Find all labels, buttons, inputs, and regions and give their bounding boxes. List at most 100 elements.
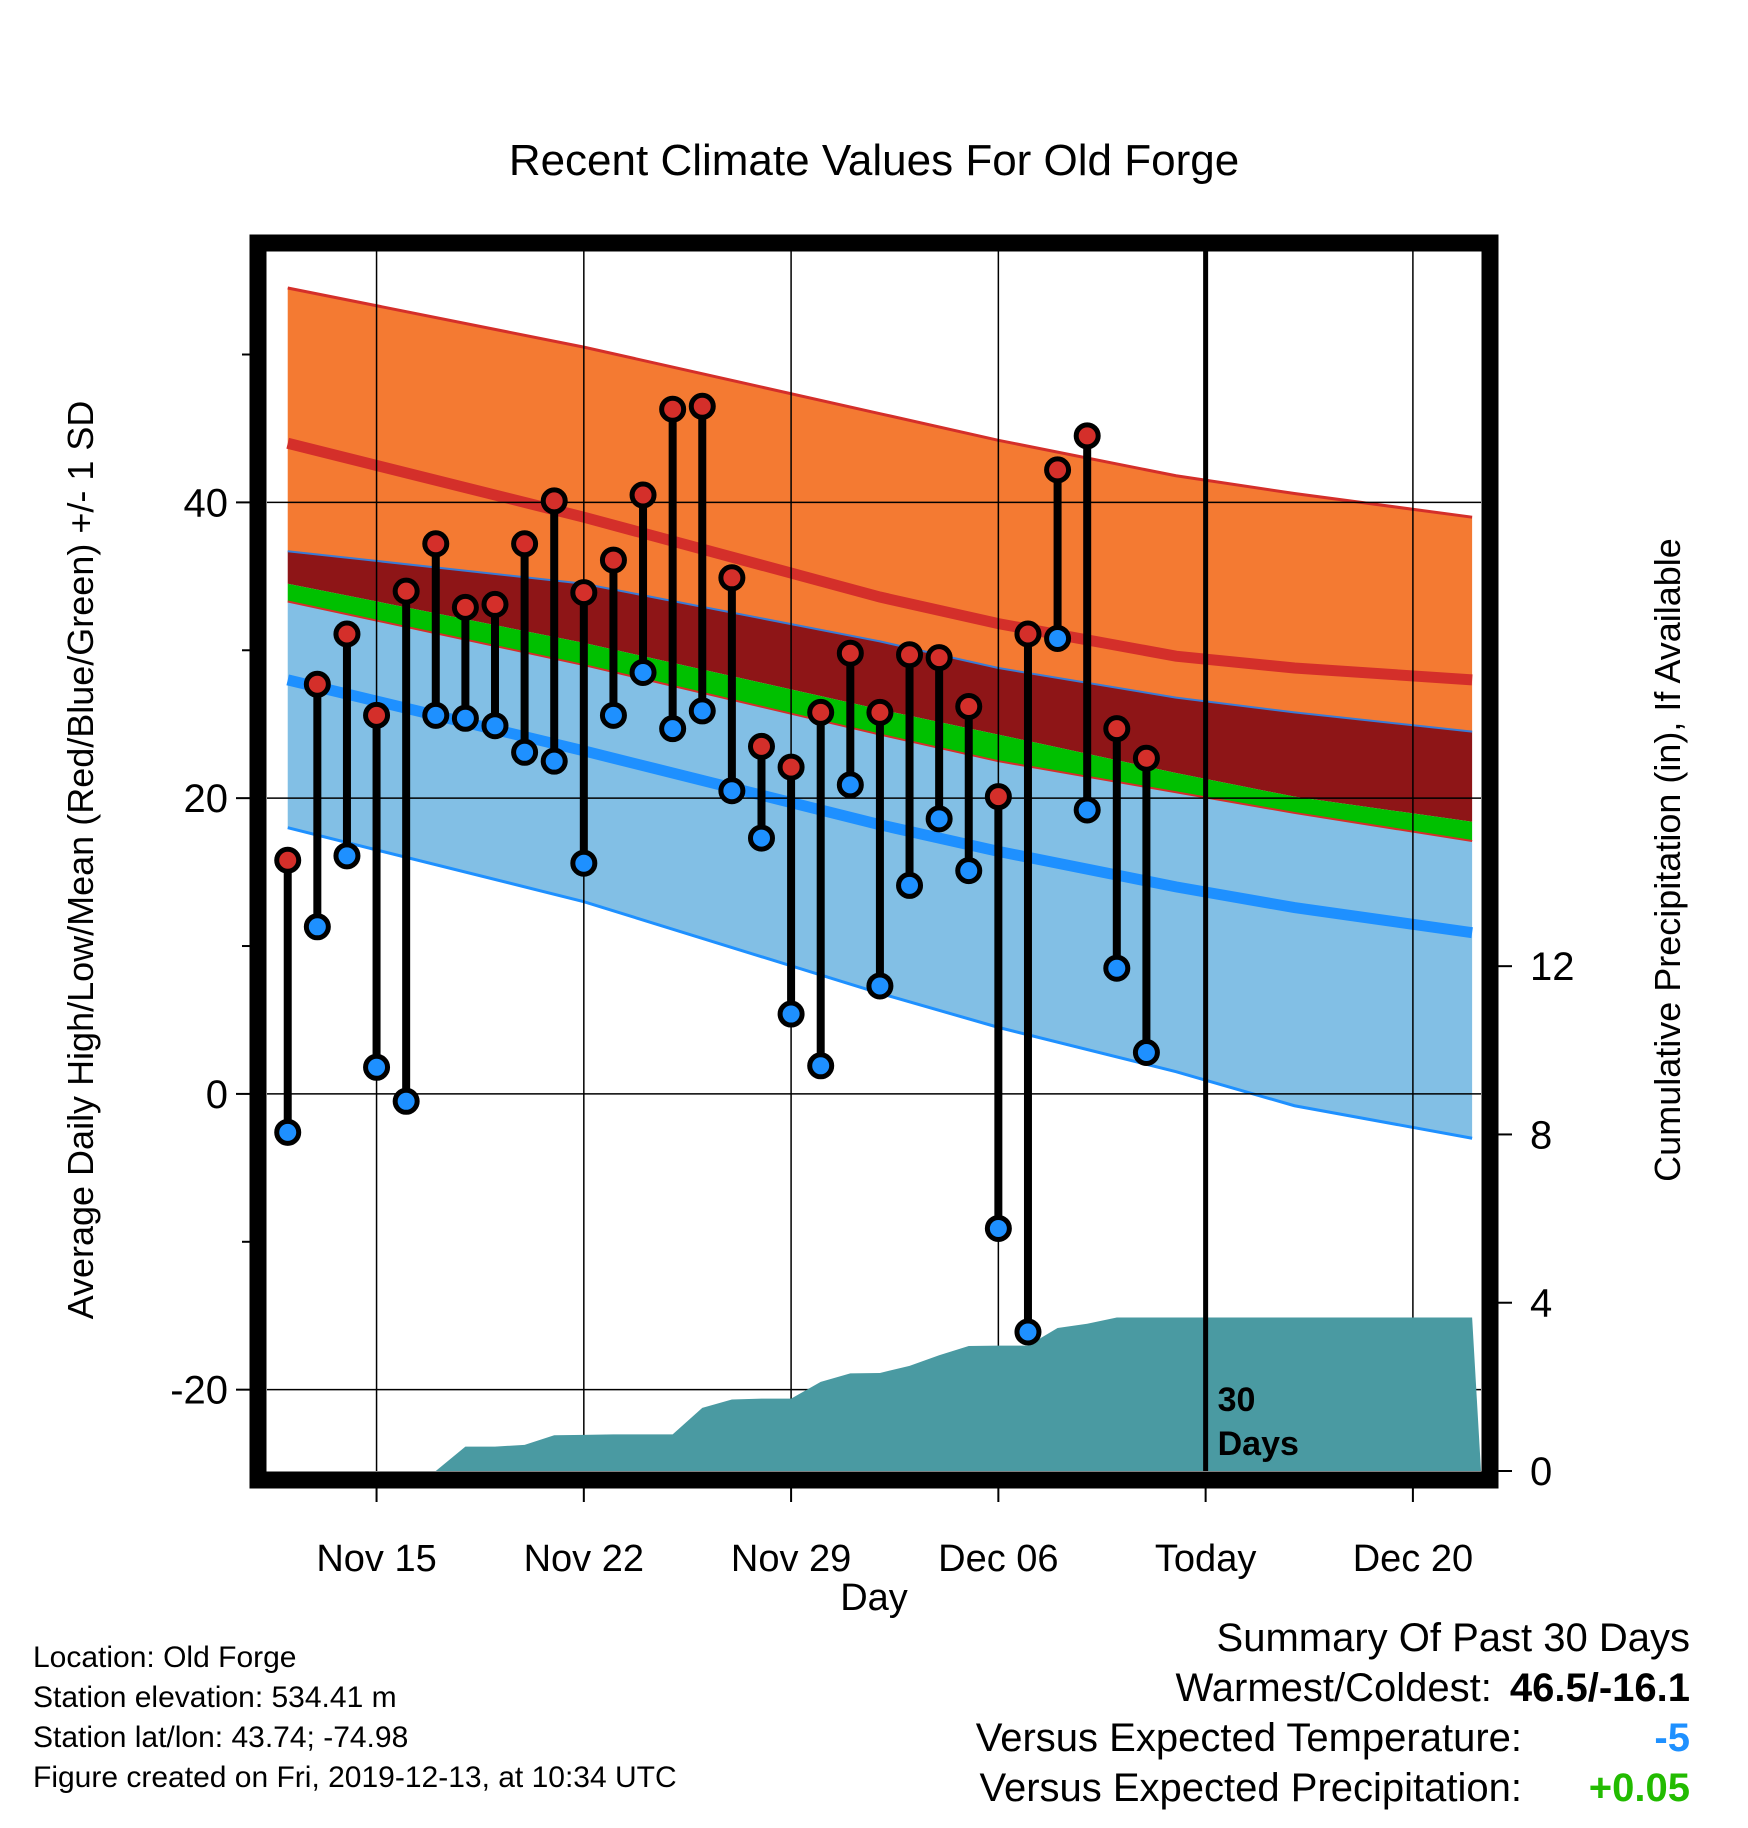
high-temp-point	[1103, 715, 1131, 743]
high-temp-point	[1044, 456, 1072, 484]
x-tick-label: Nov 22	[524, 1538, 644, 1580]
low-temp-point	[896, 871, 924, 899]
high-temp-point	[422, 530, 450, 558]
summary-heading: Summary Of Past 30 Days	[1216, 1616, 1690, 1660]
high-temp-point	[718, 564, 746, 592]
low-temp-point	[511, 738, 539, 766]
high-temp-point	[896, 641, 924, 669]
today-label-line: 30	[1218, 1381, 1256, 1419]
high-temp-point	[599, 546, 627, 574]
summary-precip: Versus Expected Precipitation: +0.05	[976, 1763, 1690, 1813]
station-info: Location: Old Forge Station elevation: 5…	[33, 1638, 677, 1798]
precip-value: +0.05	[1588, 1766, 1690, 1810]
x-tick-label: Nov 15	[316, 1538, 436, 1580]
high-temp-point	[363, 701, 391, 729]
low-temp-point	[422, 701, 450, 729]
precipitation-area	[435, 1317, 1481, 1471]
high-temp-point	[511, 530, 539, 558]
high-temp-point	[925, 644, 953, 672]
low-temp-point	[303, 913, 331, 941]
high-temp-point	[866, 698, 894, 726]
high-temp-point	[570, 579, 598, 607]
high-temp-point	[807, 698, 835, 726]
y2-tick-label: 0	[1530, 1450, 1552, 1494]
precip-label: Versus Expected Precipitation:	[979, 1766, 1522, 1810]
low-temp-point	[481, 712, 509, 740]
warm-cold-label: Warmest/Coldest:	[1175, 1666, 1492, 1710]
low-temp-point	[984, 1214, 1012, 1242]
low-temp-point	[836, 771, 864, 799]
low-temp-point	[659, 715, 687, 743]
latlon-text: Station lat/lon: 43.74; -74.98	[33, 1721, 409, 1754]
low-temp-point	[392, 1087, 420, 1115]
x-tick-label: Dec 20	[1353, 1538, 1473, 1580]
high-temp-point	[659, 395, 687, 423]
y2-tick-label: 12	[1530, 945, 1575, 989]
high-temp-point	[333, 620, 361, 648]
low-temp-point	[807, 1052, 835, 1080]
low-temp-point	[1044, 624, 1072, 652]
y-tick-label: -20	[170, 1369, 228, 1413]
low-temp-point	[866, 972, 894, 1000]
summary-panel: Summary Of Past 30 Days Warmest/Coldest:…	[976, 1613, 1690, 1813]
x-tick-label: Today	[1155, 1538, 1256, 1580]
high-temp-point	[1073, 422, 1101, 450]
low-temp-point	[1073, 796, 1101, 824]
plot-frame	[249, 234, 1499, 1489]
high-temp-point	[303, 670, 331, 698]
low-temp-point	[363, 1053, 391, 1081]
high-temp-point	[836, 639, 864, 667]
summary-warm-cold: Warmest/Coldest: 46.5/-16.1	[976, 1663, 1690, 1713]
low-temp-point	[1014, 1318, 1042, 1346]
temperature-stems	[274, 392, 1160, 1346]
summary-temp: Versus Expected Temperature: -5	[976, 1713, 1690, 1763]
y-axis-label: Average Daily High/Low/Mean (Red/Blue/Gr…	[60, 401, 101, 1320]
high-temp-point	[451, 593, 479, 621]
temp-label: Versus Expected Temperature:	[975, 1716, 1522, 1760]
low-temp-point	[718, 777, 746, 805]
low-temp-point	[540, 747, 568, 775]
low-temp-point	[629, 658, 657, 686]
climate-chart: Recent Climate Values For Old Forge 30 Da…	[60, 136, 1688, 1619]
high-temp-point	[392, 577, 420, 605]
chart-title: Recent Climate Values For Old Forge	[509, 136, 1239, 185]
y2-axis-label: Cumulative Precipitation (in), If Availa…	[1647, 538, 1688, 1182]
low-temp-point	[777, 1000, 805, 1028]
temp-value: -5	[1654, 1716, 1690, 1760]
location-text: Location: Old Forge	[33, 1641, 297, 1674]
axes: Nov 15 Nov 22 Nov 29 Dec 06 Today Dec 20 -20 0 2…	[170, 353, 1575, 1580]
x-tick-label: Dec 06	[938, 1538, 1058, 1580]
low-temp-point	[451, 704, 479, 732]
high-temp-point	[747, 732, 775, 760]
low-temp-point	[599, 701, 627, 729]
low-temp-point	[955, 857, 983, 885]
created-text: Figure created on Fri, 2019-12-13, at 10…	[33, 1761, 677, 1794]
y-tick-label: 20	[184, 777, 229, 821]
high-temp-point	[955, 692, 983, 720]
high-temp-point	[984, 783, 1012, 811]
today-label-line: Days	[1218, 1425, 1299, 1463]
high-temp-point	[481, 590, 509, 618]
high-temp-point	[1014, 620, 1042, 648]
high-temp-point	[688, 392, 716, 420]
elevation-text: Station elevation: 534.41 m	[33, 1681, 397, 1714]
low-temp-point	[925, 805, 953, 833]
y2-tick-label: 4	[1530, 1282, 1552, 1326]
low-temp-point	[570, 849, 598, 877]
low-temp-point	[688, 697, 716, 725]
high-temp-point	[629, 481, 657, 509]
y2-tick-label: 8	[1530, 1113, 1552, 1157]
high-temp-point	[274, 846, 302, 874]
high-temp-point	[1132, 744, 1160, 772]
y-tick-label: 40	[184, 481, 229, 525]
low-temp-point	[333, 842, 361, 870]
low-temp-point	[1132, 1039, 1160, 1067]
high-temp-point	[540, 487, 568, 515]
low-temp-point	[747, 824, 775, 852]
warm-cold-value: 46.5/-16.1	[1509, 1666, 1690, 1710]
high-temp-point	[777, 753, 805, 781]
precip-area	[435, 1317, 1481, 1471]
x-axis-label: Day	[840, 1577, 908, 1619]
today-label: 30 Days	[1218, 1381, 1299, 1463]
x-tick-label: Nov 29	[731, 1538, 851, 1580]
